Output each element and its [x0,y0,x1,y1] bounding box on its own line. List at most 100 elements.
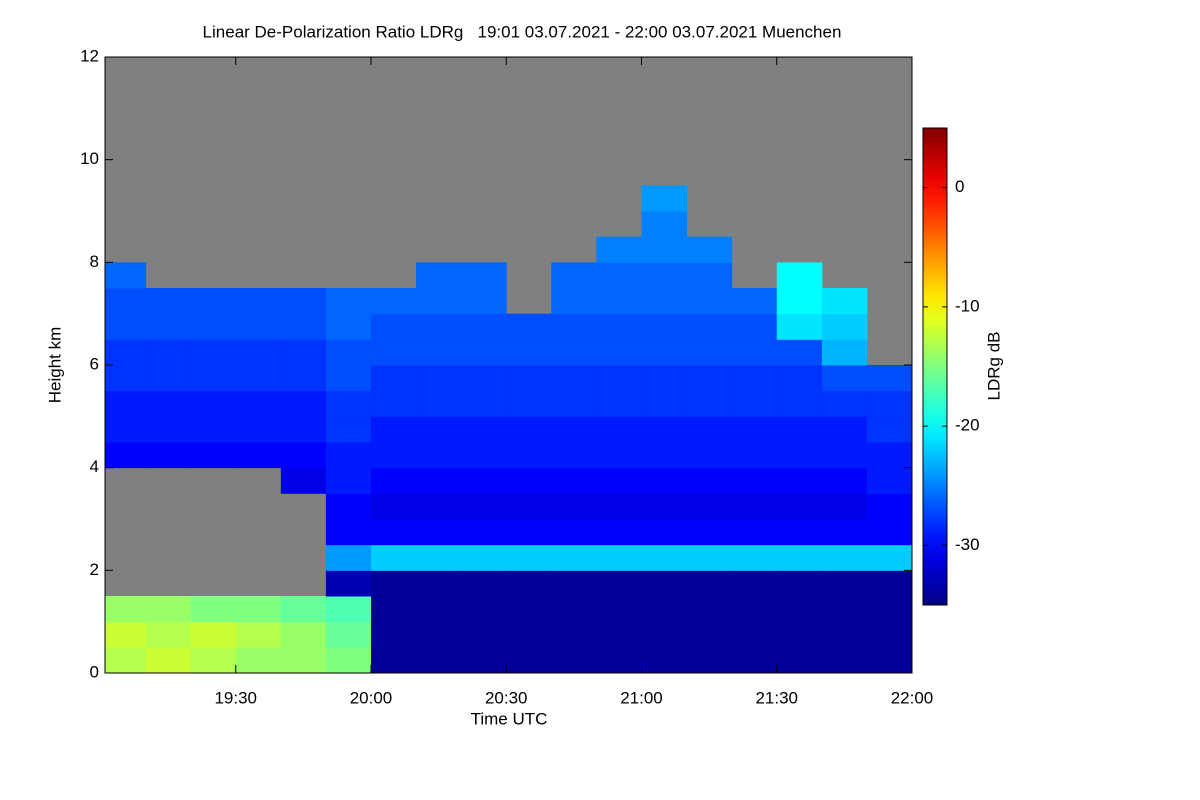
heatmap-cell [731,621,778,648]
heatmap-cell [551,390,597,417]
heatmap-cell [145,390,192,417]
heatmap-cell [370,493,417,520]
heatmap-cell [280,339,327,366]
heatmap-cell [866,519,913,546]
heatmap-cell [145,313,192,340]
heatmap-cell [190,621,237,648]
heatmap-cell [686,621,733,648]
heatmap-cell [190,647,237,674]
heatmap-cell [686,416,733,443]
heatmap-cell [776,262,823,289]
heatmap-cell [235,621,282,648]
y-tick-label: 6 [90,354,99,373]
heatmap-cell [416,647,462,674]
heatmap-cell [641,493,688,520]
heatmap-cell [190,313,237,340]
heatmap-cell [235,390,282,417]
heatmap-cell [461,288,507,315]
heatmap-cell [461,621,507,648]
heatmap-cell [325,493,372,520]
y-axis-label: Height km [45,327,64,404]
heatmap-cell [325,647,372,674]
heatmap-cell [641,288,688,315]
heatmap-cell [731,596,778,623]
x-tick-label: 21:30 [755,688,798,707]
heatmap-cell [325,416,372,443]
heatmap-cell [280,313,327,340]
heatmap-cell [370,647,417,674]
heatmap-cell [821,544,868,571]
heatmap-cell [370,416,417,443]
heatmap-cell [641,570,688,597]
heatmap-cell [731,313,778,340]
heatmap-cell [416,621,462,648]
heatmap-cell [866,647,913,674]
heatmap-cell [370,339,417,366]
heatmap-cell [105,621,147,648]
heatmap-cell [325,365,372,392]
colorbar-tick-label: -10 [955,296,980,315]
heatmap-cell [190,390,237,417]
heatmap-cell [370,365,417,392]
heatmap-cell [776,365,823,392]
heatmap-cell [596,288,642,315]
heatmap-cell [145,621,192,648]
heatmap-cell [506,621,552,648]
heatmap-cell [596,570,642,597]
heatmap-cell [105,390,147,417]
heatmap-cell [105,262,147,289]
colorbar-tick-label: 0 [955,177,964,196]
heatmap-cell [190,365,237,392]
heatmap-cell [686,493,733,520]
heatmap-cell [551,288,597,315]
heatmap-cell [416,365,462,392]
heatmap-cell [776,416,823,443]
heatmap-cell [551,570,597,597]
heatmap-cell [776,621,823,648]
heatmap-cell [370,390,417,417]
heatmap-cell [641,596,688,623]
heatmap-cell [416,390,462,417]
heatmap-cell [105,339,147,366]
heatmap-cell [105,288,147,315]
heatmap-cell [325,288,372,315]
heatmap-cell [596,390,642,417]
heatmap-cell [416,262,462,289]
heatmap-cell [641,390,688,417]
heatmap-cell [776,288,823,315]
heatmap-cell [461,596,507,623]
heatmap-cell [506,467,552,494]
heatmap-cell [641,544,688,571]
heatmap-cell [596,493,642,520]
heatmap-cell [416,493,462,520]
y-tick-label: 8 [90,252,99,271]
heatmap-cell [776,390,823,417]
heatmap-cell [731,416,778,443]
heatmap-cell [776,467,823,494]
heatmap-cell [596,416,642,443]
heatmap-cell [325,467,372,494]
heatmap-cell [821,313,868,340]
heatmap-cell [280,416,327,443]
heatmap-cell [821,442,868,469]
heatmap-cell [641,339,688,366]
heatmap-cell [506,442,552,469]
colorbar-label: LDRg dB [984,332,1003,401]
colorbar-tick-label: -20 [955,416,980,435]
heatmap-cell [105,416,147,443]
heatmap-cell [686,236,733,263]
heatmap-cell [686,339,733,366]
heatmap-cell [461,262,507,289]
heatmap-cell [551,339,597,366]
heatmap-cell [641,365,688,392]
heatmap-cell [325,570,372,597]
heatmap-cell [280,365,327,392]
heatmap-cell [461,467,507,494]
heatmap-cell [551,493,597,520]
heatmap-cell [866,365,913,392]
heatmap-cell [551,416,597,443]
heatmap-cell [461,570,507,597]
heatmap-cell [105,647,147,674]
heatmap-cell [551,596,597,623]
